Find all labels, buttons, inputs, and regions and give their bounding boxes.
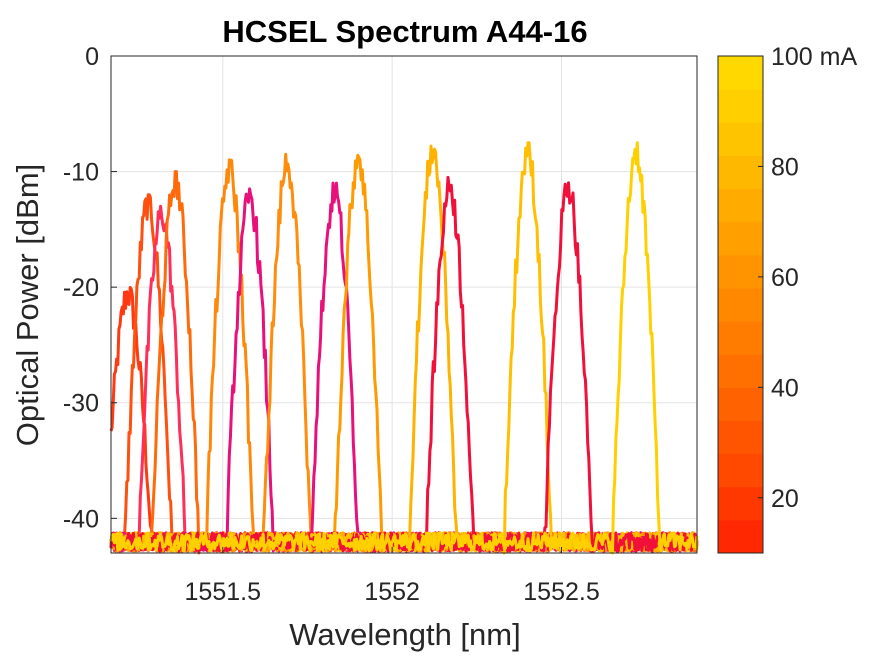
colorbar-segment	[718, 321, 763, 355]
colorbar-segment	[718, 56, 763, 90]
colorbar-segment	[718, 519, 763, 554]
spectrum-line	[109, 141, 699, 555]
colorbar-tick-label: 40	[771, 374, 799, 402]
colorbar-segment	[718, 254, 763, 289]
colorbar-ticks: 20 40 60 80 100 mA	[758, 43, 857, 513]
spectra-series	[109, 141, 699, 555]
x-axis-ticks: 1551.5 1552 1552.5	[185, 547, 600, 606]
y-tick-label: 0	[85, 43, 99, 71]
x-tick-label: 1552.5	[523, 578, 599, 606]
colorbar-segment	[718, 89, 763, 123]
colorbar	[717, 55, 764, 554]
colorbar-tick-label: 20	[771, 485, 799, 513]
y-axis-label: Optical Power [dBm]	[10, 164, 45, 447]
plot-background	[111, 56, 697, 553]
colorbar-tick-label: 100 mA	[771, 43, 857, 71]
colorbar-segment	[718, 221, 763, 256]
colorbar-segment	[718, 486, 763, 521]
colorbar-segment	[718, 287, 763, 322]
axes-frame	[110, 55, 698, 554]
colorbar-segment	[718, 453, 763, 488]
y-tick-label: -30	[63, 390, 99, 418]
y-tick-label: -40	[63, 505, 99, 533]
colorbar-segment	[718, 354, 763, 388]
x-tick-label: 1551.5	[185, 578, 261, 606]
plot-area	[111, 56, 697, 553]
colorbar-segment	[718, 420, 763, 455]
colorbar-tick-label: 60	[771, 264, 799, 292]
y-tick-label: -20	[63, 274, 99, 302]
axes-box	[110, 55, 698, 554]
chart-title: HCSEL Spectrum A44-16	[222, 14, 587, 49]
colorbar-tick-label: 80	[771, 153, 799, 181]
colorbar-segment	[718, 122, 763, 156]
x-tick-label: 1552	[364, 578, 420, 606]
colorbar-frame	[717, 55, 764, 554]
colorbar-segment	[718, 387, 763, 421]
colorbar-segment	[718, 188, 763, 223]
x-axis-label: Wavelength [nm]	[289, 617, 520, 652]
y-axis-ticks: 0 -10 -20 -30 -40	[63, 43, 117, 533]
y-tick-label: -10	[63, 159, 99, 187]
colorbar-segment	[718, 155, 763, 190]
